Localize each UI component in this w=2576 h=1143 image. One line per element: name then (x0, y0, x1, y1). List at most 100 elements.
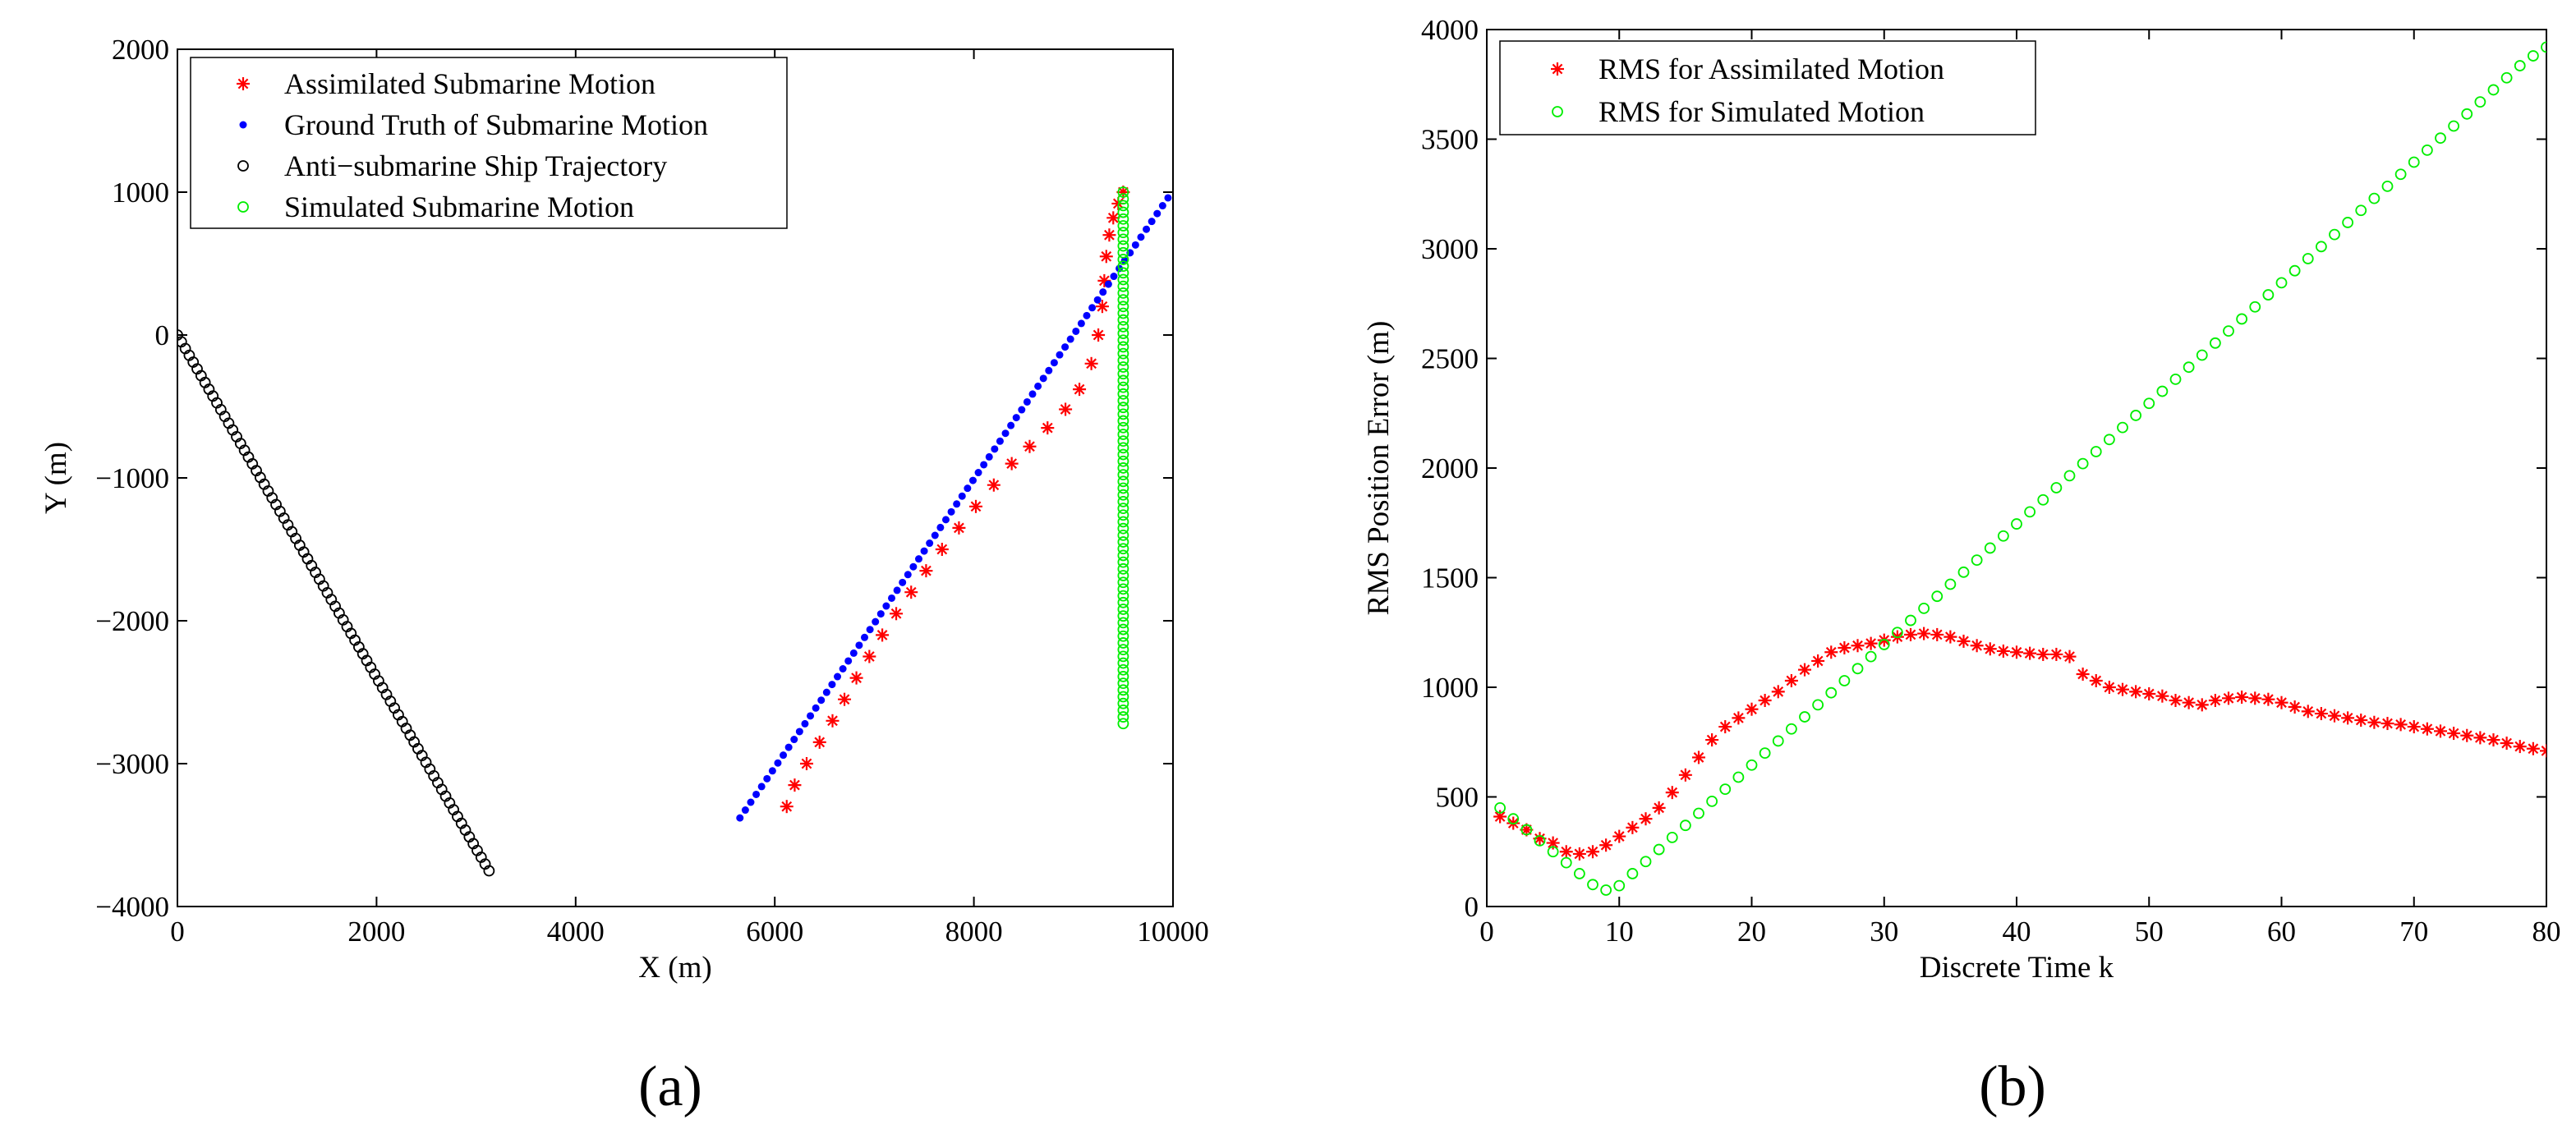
data-point (2196, 349, 2208, 361)
data-point (1904, 627, 1917, 641)
data-point (1891, 627, 1903, 639)
data-point (2195, 698, 2209, 712)
data-point (1117, 193, 1129, 205)
panel-b-x-axis-label: Discrete Time k (1920, 951, 2114, 985)
data-point (1117, 246, 1129, 259)
data-point (1117, 402, 1129, 414)
data-point (2474, 96, 2486, 108)
data-point (2301, 705, 2315, 718)
series-1 (1494, 41, 2546, 896)
data-point (1996, 644, 2010, 658)
x-tick-label: 2000 (347, 916, 405, 948)
data-point (1117, 482, 1129, 494)
data-point (1117, 462, 1129, 474)
data-point (2049, 647, 2063, 661)
data-point (1864, 636, 1878, 650)
data-point (1117, 617, 1129, 629)
data-point (2103, 434, 2115, 446)
data-point (861, 633, 869, 641)
data-point (2142, 687, 2156, 701)
data-point (1665, 786, 1679, 800)
data-point (974, 469, 982, 477)
data-point (2500, 71, 2513, 84)
data-point (799, 757, 813, 770)
series-2 (177, 329, 495, 877)
data-point (1117, 347, 1129, 360)
data-point (1072, 327, 1080, 335)
data-point (1117, 718, 1129, 730)
data-point (2473, 731, 2487, 745)
data-point (1099, 250, 1113, 264)
data-point (1772, 735, 1784, 747)
data-point (763, 774, 771, 783)
panel-b-y-axis-label: RMS Position Error (m) (1362, 321, 1396, 616)
data-point (1559, 845, 1573, 859)
data-point (834, 672, 842, 681)
data-point (838, 692, 852, 706)
data-point (2329, 228, 2340, 241)
data-point (1718, 720, 1732, 734)
data-point (1852, 663, 1864, 675)
data-point (1865, 650, 1877, 663)
data-point (828, 681, 836, 689)
x-tick-label: 50 (2135, 916, 2164, 948)
data-point (822, 688, 830, 696)
data-point (2354, 714, 2368, 728)
data-point (1745, 702, 1759, 716)
data-point (2314, 707, 2328, 721)
data-point (2023, 646, 2037, 660)
data-point (876, 610, 885, 618)
data-point (2407, 720, 2421, 734)
data-point (1117, 442, 1129, 454)
legend-marker-rms-assimilated (1551, 62, 1564, 76)
data-point (2435, 132, 2446, 145)
data-point (968, 476, 977, 484)
y-tick-label: 0 (155, 319, 170, 351)
data-point (953, 500, 961, 508)
data-point (1547, 846, 1559, 858)
legend-label-rms-assimilated: RMS for Assimilated Motion (1598, 53, 1944, 85)
data-point (1811, 654, 1825, 668)
data-point (2394, 168, 2407, 181)
data-point (1117, 294, 1129, 305)
data-point (2262, 289, 2275, 301)
data-point (1117, 644, 1129, 656)
data-point (849, 649, 858, 657)
data-point (1824, 645, 1838, 659)
data-point (2117, 421, 2128, 434)
data-point (1061, 343, 1070, 351)
data-point (980, 461, 988, 469)
data-point (1117, 314, 1129, 326)
legend-label-ship-trajectory: Anti−submarine Ship Trajectory (284, 149, 667, 182)
data-point (1117, 610, 1129, 622)
data-point (1117, 516, 1129, 528)
data-point (936, 523, 945, 531)
data-point (1586, 845, 1599, 859)
y-tick-label: 0 (1465, 891, 1479, 923)
data-point (2130, 410, 2142, 421)
legend-marker (239, 121, 247, 129)
panel-b-legend-box (1499, 40, 2036, 135)
data-point (1613, 879, 1626, 892)
data-point (1117, 475, 1129, 488)
y-tick-label: −2000 (95, 605, 169, 637)
data-point (1117, 307, 1129, 319)
legend-marker-ground-truth (239, 121, 247, 129)
data-point (177, 329, 183, 341)
data-point (1007, 421, 1015, 429)
data-point (1117, 549, 1129, 562)
data-point (1732, 711, 1746, 725)
data-point (1117, 227, 1129, 239)
panel-a-chart: 0 2000 4000 6000 8000 10000−4000−3000−2000−10… (39, 34, 1209, 1118)
data-point (1117, 711, 1129, 723)
data-point (1117, 691, 1129, 703)
legend-label-assimilated: Assimilated Submarine Motion (284, 67, 656, 100)
data-point (1746, 759, 1758, 771)
data-point (893, 586, 901, 594)
data-point (849, 671, 863, 685)
data-point (1931, 590, 1944, 603)
data-point (919, 564, 933, 578)
data-point (1117, 536, 1129, 548)
data-point (1117, 684, 1129, 696)
panel-a-x-axis-label: X (m) (638, 951, 711, 985)
